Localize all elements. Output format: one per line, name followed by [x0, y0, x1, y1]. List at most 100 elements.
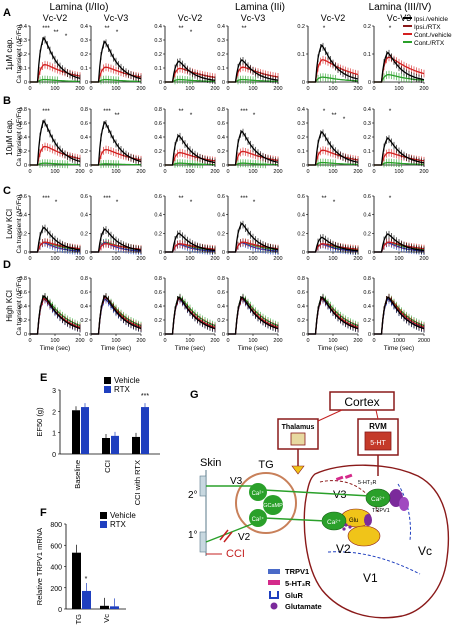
second-order-neuron-lower: [347, 525, 381, 547]
f-legend-label: Vehicle: [110, 511, 136, 520]
trace-black: [91, 294, 142, 335]
x-tick-label: 200: [136, 338, 145, 344]
y-tick-label: 0: [368, 332, 371, 338]
diagram-legend-glur: GluR: [285, 591, 303, 600]
column-header-1: Vc-V2: [43, 13, 68, 23]
legend-cont-rtx: Cont./RTX: [414, 40, 445, 47]
y-tick-label: 0: [222, 163, 225, 169]
y-tick-label: 0.3: [217, 38, 225, 44]
x-tick-label: 0: [89, 338, 92, 344]
trace-panel-a1: 00.10.20.30.40 100 200******: [19, 24, 84, 92]
f-legend-swatch: [100, 521, 107, 528]
x-tick-label: 200: [273, 256, 282, 262]
x-tick-label: 0: [89, 86, 92, 92]
y-tick-label: 0.8: [19, 276, 27, 282]
x-tick-label: 0: [306, 169, 309, 175]
y-tick-label: 0.2: [154, 318, 162, 324]
trace-panel-c4: 00.20.40.60 100 200****: [217, 194, 282, 262]
e-bar-vehicle: [102, 438, 110, 454]
y-tick-label: 0.6: [154, 194, 162, 200]
trace-panel-b1: 0 0.2 0.4 0.6 0.8 0 100 200 ***: [19, 107, 84, 175]
y-tick-label: 0.2: [363, 231, 371, 237]
v3-nerve-label: V3: [230, 476, 243, 487]
serotonin-neuron: [364, 431, 392, 451]
e-y-tick-label: 1: [52, 431, 56, 438]
e-y-tick-label: 0: [52, 452, 56, 459]
panel-label-a: A: [3, 7, 11, 19]
e-category-label: Baseline: [73, 460, 82, 489]
panel-label-f: F: [40, 507, 47, 519]
x-tick-label: 0: [28, 256, 31, 262]
x-tick-label: 0: [226, 338, 229, 344]
y-tick-label: 0.2: [80, 52, 88, 58]
panel-label-d: D: [3, 259, 11, 271]
y-tick-label: 0.6: [297, 290, 305, 296]
row-label-4: High KCl: [5, 290, 14, 322]
y-tick-label: 0: [24, 80, 27, 86]
x-tick-label: 200: [75, 338, 84, 344]
significance-stars: *: [65, 33, 68, 40]
significance-stars: ***: [42, 108, 50, 115]
x-tick-label: 200: [136, 256, 145, 262]
x-tick-label: 200: [353, 256, 362, 262]
y-tick-label: 0.2: [80, 231, 88, 237]
y-tick-label: 0: [24, 163, 27, 169]
x-tick-label: 100: [248, 169, 257, 175]
y-tick-label: 0.3: [363, 121, 371, 127]
y-tick-label: 0: [368, 80, 371, 86]
x-tick-label: 200: [273, 338, 282, 344]
y-tick-label: 0.6: [19, 194, 27, 200]
y-tick-label: 0.2: [154, 149, 162, 155]
lamina-header-2: Lamina (IIi): [235, 2, 285, 13]
e-bar-rtx: [111, 435, 119, 454]
trace-black: [91, 120, 142, 166]
vc-outline: [303, 464, 450, 619]
trace-panel-c5: 00.20.40.60 100 200***: [297, 194, 362, 262]
significance-stars: ***: [42, 195, 50, 202]
y-tick-label: 0.1: [297, 149, 305, 155]
y-tick-label: 0.3: [154, 38, 162, 44]
trace-black: [30, 226, 81, 253]
x-tick-label: 0: [306, 256, 309, 262]
x-tick-label: 200: [273, 86, 282, 92]
significance-stars: ***: [103, 108, 111, 115]
significance-stars: **: [321, 195, 327, 202]
trace-black: [308, 236, 359, 253]
significance-stars: *: [253, 199, 256, 206]
f-y-tick-label: 0: [58, 607, 62, 614]
x-tick-label: 100: [111, 256, 120, 262]
significance-stars: *: [116, 199, 119, 206]
ylabel-row-1: Ca transient (ΔF/Fo): [16, 25, 23, 84]
significance-stars: *: [55, 199, 58, 206]
e-legend-label: RTX: [114, 385, 131, 394]
y-tick-label: 0.4: [297, 213, 305, 219]
e-y-tick-label: 2: [52, 409, 56, 416]
rvm-label: RVM: [369, 422, 387, 431]
y-tick-label: 0: [159, 80, 162, 86]
y-tick-label: 0.8: [154, 107, 162, 113]
significance-stars: *: [190, 199, 193, 206]
trace-black: [374, 51, 425, 83]
e-legend-swatch: [104, 386, 111, 393]
v3-region-label: V3: [333, 489, 346, 501]
legend-cont-vehicle: Cont./vehicle: [414, 32, 452, 39]
y-tick-label: 0.2: [217, 52, 225, 58]
y-tick-label: 0.4: [19, 304, 27, 310]
x-tick-label: 0: [163, 338, 166, 344]
y-tick-label: 0.6: [19, 290, 27, 296]
trace-panel-b5: 00.10.20.30.40 100 200****: [297, 107, 362, 175]
x-tick-label: 200: [419, 169, 428, 175]
significance-stars: **: [178, 108, 184, 115]
y-tick-label: 0.2: [217, 318, 225, 324]
terminal-lower-ca: Ca²⁺: [327, 519, 341, 526]
y-tick-label: 0.6: [217, 194, 225, 200]
first-order-label: 1°: [188, 530, 198, 541]
y-tick-label: 0.2: [363, 318, 371, 324]
significance-stars: *: [253, 112, 256, 119]
f-category-label: TG: [74, 614, 83, 625]
skin-label: Skin: [200, 457, 221, 469]
trace-black: [30, 294, 81, 335]
y-tick-label: 0.4: [217, 213, 225, 219]
panel-e-ef50-bar-chart: 0 1 2 3 EF50 (g) Baseline CCI CCI with RTX *** Ve…: [35, 376, 160, 505]
trace-green: [91, 163, 141, 166]
